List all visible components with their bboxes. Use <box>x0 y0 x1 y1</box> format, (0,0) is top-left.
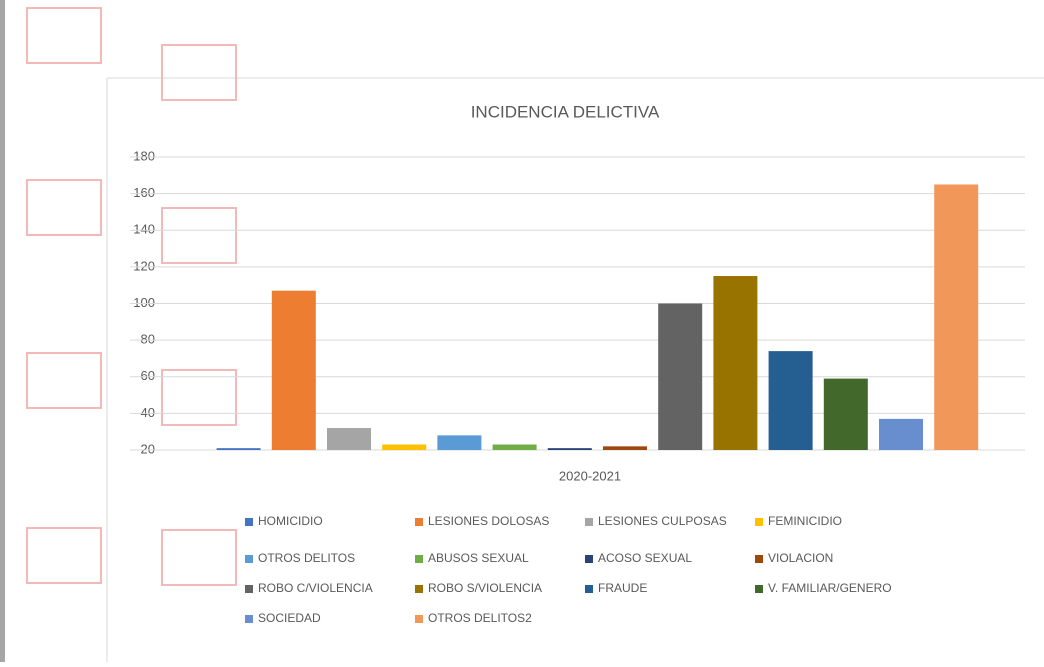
legend-label: ROBO C/VIOLENCIA <box>258 581 373 595</box>
bar <box>548 448 592 450</box>
bar <box>658 304 702 451</box>
legend-label: LESIONES CULPOSAS <box>598 514 727 528</box>
bar <box>493 445 537 450</box>
bar <box>272 291 316 450</box>
bar <box>603 446 647 450</box>
legend-label: ROBO S/VIOLENCIA <box>428 581 542 595</box>
legend-marker <box>755 555 763 563</box>
legend-label: FEMINICIDIO <box>768 514 842 528</box>
legend-label: SOCIEDAD <box>258 611 321 625</box>
y-tick-label: 120 <box>133 258 155 273</box>
bar <box>437 435 481 450</box>
y-tick-label: 140 <box>133 222 155 237</box>
bar <box>769 351 813 450</box>
legend-label: ACOSO SEXUAL <box>598 551 692 565</box>
y-tick-label: 100 <box>133 295 155 310</box>
bar <box>382 445 426 450</box>
y-tick-label: 160 <box>133 185 155 200</box>
y-tick-label: 180 <box>133 148 155 163</box>
bar <box>934 184 978 450</box>
legend-marker <box>245 615 253 623</box>
legend-label: LESIONES DOLOSAS <box>428 514 549 528</box>
legend-label: OTROS DELITOS2 <box>428 611 532 625</box>
y-tick-label: 20 <box>141 441 155 456</box>
legend-marker <box>755 518 763 526</box>
legend-marker <box>415 585 423 593</box>
legend-marker <box>585 518 593 526</box>
bar <box>879 419 923 450</box>
bar <box>327 428 371 450</box>
legend-marker <box>245 518 253 526</box>
legend-marker <box>415 615 423 623</box>
legend-marker <box>585 585 593 593</box>
chart: INCIDENCIA DELICTIVA 20 40 60 80 100 120 140 16… <box>0 0 1044 662</box>
legend-marker <box>415 518 423 526</box>
legend-label: HOMICIDIO <box>258 514 323 528</box>
legend-label: ABUSOS SEXUAL <box>428 551 529 565</box>
bar <box>713 276 757 450</box>
watermarks <box>27 8 236 585</box>
bar <box>217 448 261 450</box>
legend-marker <box>415 555 423 563</box>
legend-marker <box>245 555 253 563</box>
legend-marker <box>245 585 253 593</box>
legend-marker <box>755 585 763 593</box>
legend-label: V. FAMILIAR/GENERO <box>768 581 892 595</box>
legend-label: OTROS DELITOS <box>258 551 355 565</box>
chart-title: INCIDENCIA DELICTIVA <box>471 102 660 121</box>
legend-label: FRAUDE <box>598 581 647 595</box>
y-tick-label: 40 <box>141 405 155 420</box>
left-border <box>0 0 5 662</box>
legend-marker <box>585 555 593 563</box>
bar <box>824 379 868 450</box>
y-tick-label: 80 <box>141 332 155 347</box>
legend-label: VIOLACION <box>768 551 833 565</box>
x-tick-label: 2020-2021 <box>559 468 621 483</box>
y-tick-label: 60 <box>141 368 155 383</box>
